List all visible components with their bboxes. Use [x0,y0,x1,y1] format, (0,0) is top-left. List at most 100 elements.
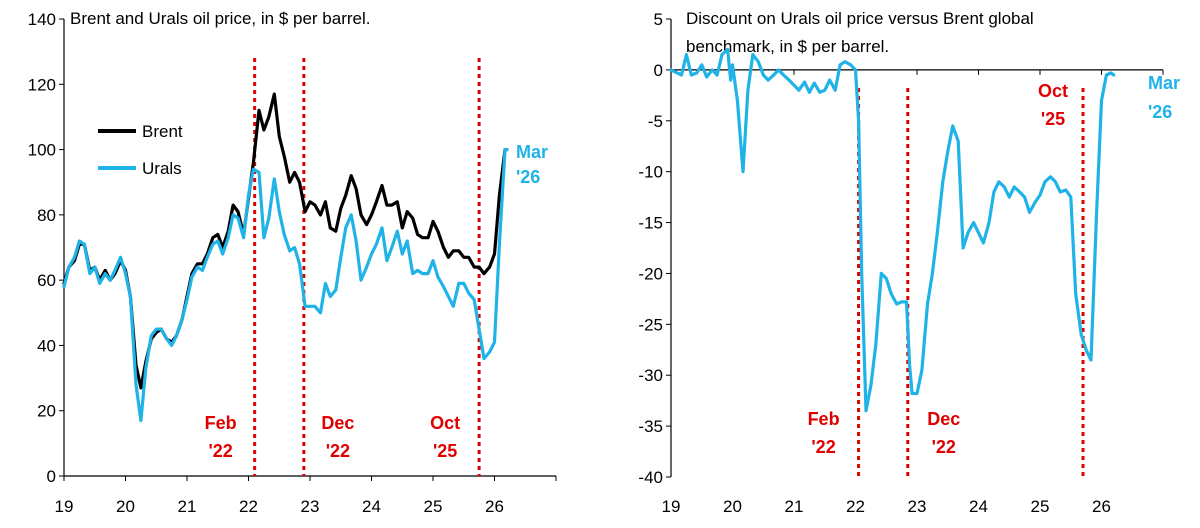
y-tick-label: -5 [648,112,663,131]
data-point [736,99,739,102]
event-label-month: Dec [321,413,354,433]
data-point [926,303,929,305]
data-point [129,295,132,298]
data-point [381,227,383,229]
data-point [506,148,508,151]
data-point [1013,186,1015,188]
end-label-year: '26 [1148,102,1172,122]
data-point [411,217,414,219]
data-point [757,60,760,63]
data-point [1054,181,1057,183]
data-point [263,129,265,131]
x-tick-label: 22 [239,497,258,516]
data-point [273,178,276,180]
x-tick-label: 20 [116,497,135,516]
y-tick-label: 20 [37,402,56,421]
data-point [416,269,419,272]
data-point [447,295,450,298]
data-point [201,269,204,272]
data-point [962,247,964,249]
data-point [298,181,301,183]
data-point [1039,194,1041,196]
data-point [916,392,918,395]
data-point [793,84,795,86]
data-point [798,89,800,91]
data-point [762,74,765,76]
event-label-month: Oct [430,413,460,433]
data-point [344,227,347,229]
data-point [391,204,393,206]
end-label-year: '26 [516,167,540,187]
data-point [304,210,306,213]
data-point [421,236,424,239]
data-point [452,250,455,252]
data-point [463,256,465,259]
data-point [988,221,990,224]
data-point [221,253,224,255]
data-point [340,207,342,210]
data-point [293,246,296,249]
event-label-month: Feb [205,413,237,433]
x-tick-label: 24 [362,497,381,516]
y-tick-label: -30 [638,366,663,385]
y-tick-label: 140 [28,10,56,29]
data-point [1113,74,1115,76]
data-point [94,266,96,268]
data-point [350,214,353,216]
data-point [982,242,985,244]
data-point [711,69,713,71]
data-point [747,89,749,91]
data-point [370,214,373,216]
data-point [350,174,353,177]
brent-urals-chart-canvas: Brent and Urals oil price, in $ per barr… [28,9,557,516]
data-point [998,181,1000,183]
data-point [854,69,857,71]
data-point [1028,211,1031,214]
data-point [212,243,214,245]
data-point [1008,196,1011,198]
data-point [288,250,291,252]
data-point [237,210,239,213]
x-tick-label: 22 [846,497,865,516]
data-point [483,357,485,360]
data-point [258,109,260,112]
data-point [880,272,883,275]
data-point [885,277,888,280]
event-label-year: '25 [433,441,457,461]
data-point [114,269,116,272]
data-point [324,201,327,203]
data-point [355,187,357,190]
data-point [288,181,291,183]
data-point [135,383,137,386]
series-line-discount [669,47,1116,413]
data-point [324,282,327,285]
data-point [1100,99,1103,102]
y-tick-label: 40 [37,336,56,355]
data-point [381,184,383,187]
data-point [993,191,995,193]
data-point [252,168,255,170]
data-point [186,298,188,301]
data-point [360,279,362,281]
data-point [670,69,672,71]
data-point [1023,196,1026,198]
data-point [396,230,399,232]
y-tick-label: -10 [638,163,663,182]
data-point [396,201,399,203]
data-point [427,272,429,275]
x-tick-label: 19 [55,497,74,516]
data-point [865,410,867,412]
series-line-brent [62,92,509,390]
data-point [401,253,404,255]
data-point [370,253,373,255]
data-point [309,201,311,203]
data-point [442,246,445,249]
data-point [421,272,424,275]
event-label-year: '22 [932,437,956,457]
data-point [170,344,173,347]
data-point [196,266,199,268]
data-point [860,272,863,275]
data-point [731,64,734,66]
data-point [406,240,409,242]
data-point [206,256,209,259]
